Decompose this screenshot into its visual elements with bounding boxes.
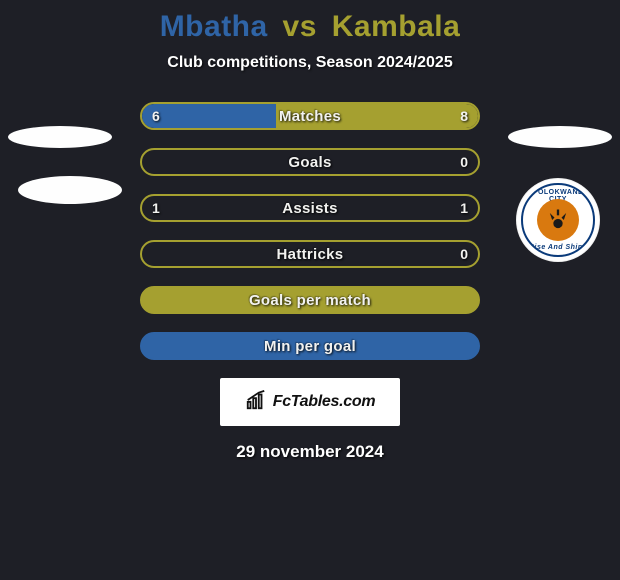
brand-text: FcTables.com bbox=[273, 393, 376, 411]
club-badge-right-inner: POLOKWANE CITY Rise And Shine bbox=[521, 183, 595, 257]
date-text: 29 november 2024 bbox=[0, 442, 620, 462]
page-title: Mbatha vs Kambala bbox=[0, 0, 620, 44]
subtitle: Club competitions, Season 2024/2025 bbox=[0, 54, 620, 72]
stat-bar: Goals per match bbox=[140, 286, 480, 314]
stat-bar: 68Matches bbox=[140, 102, 480, 130]
stat-bars: 68Matches 0Goals 11Assists 0Hattricks Goals … bbox=[140, 102, 480, 360]
bar-label: Matches bbox=[142, 104, 478, 128]
bar-label: Assists bbox=[142, 196, 478, 220]
bar-label: Goals bbox=[142, 150, 478, 174]
stat-bar: 11Assists bbox=[140, 194, 480, 222]
stat-bar: Min per goal bbox=[140, 332, 480, 360]
brand-icon bbox=[245, 389, 267, 416]
stat-bar: 0Goals bbox=[140, 148, 480, 176]
club-badge-right: POLOKWANE CITY Rise And Shine bbox=[516, 178, 600, 262]
player-right-portrait bbox=[508, 126, 612, 148]
player-left-portrait bbox=[8, 126, 112, 148]
title-vs: vs bbox=[283, 10, 317, 43]
stat-bar: 0Hattricks bbox=[140, 240, 480, 268]
club-badge-left bbox=[18, 176, 122, 204]
title-right: Kambala bbox=[332, 10, 461, 43]
title-left: Mbatha bbox=[160, 10, 268, 43]
badge-center-icon bbox=[537, 199, 579, 241]
badge-arc-bottom: Rise And Shine bbox=[523, 244, 593, 251]
bar-label: Goals per match bbox=[142, 288, 478, 312]
bar-label: Min per goal bbox=[142, 334, 478, 358]
bar-label: Hattricks bbox=[142, 242, 478, 266]
brand-badge: FcTables.com bbox=[220, 378, 400, 426]
